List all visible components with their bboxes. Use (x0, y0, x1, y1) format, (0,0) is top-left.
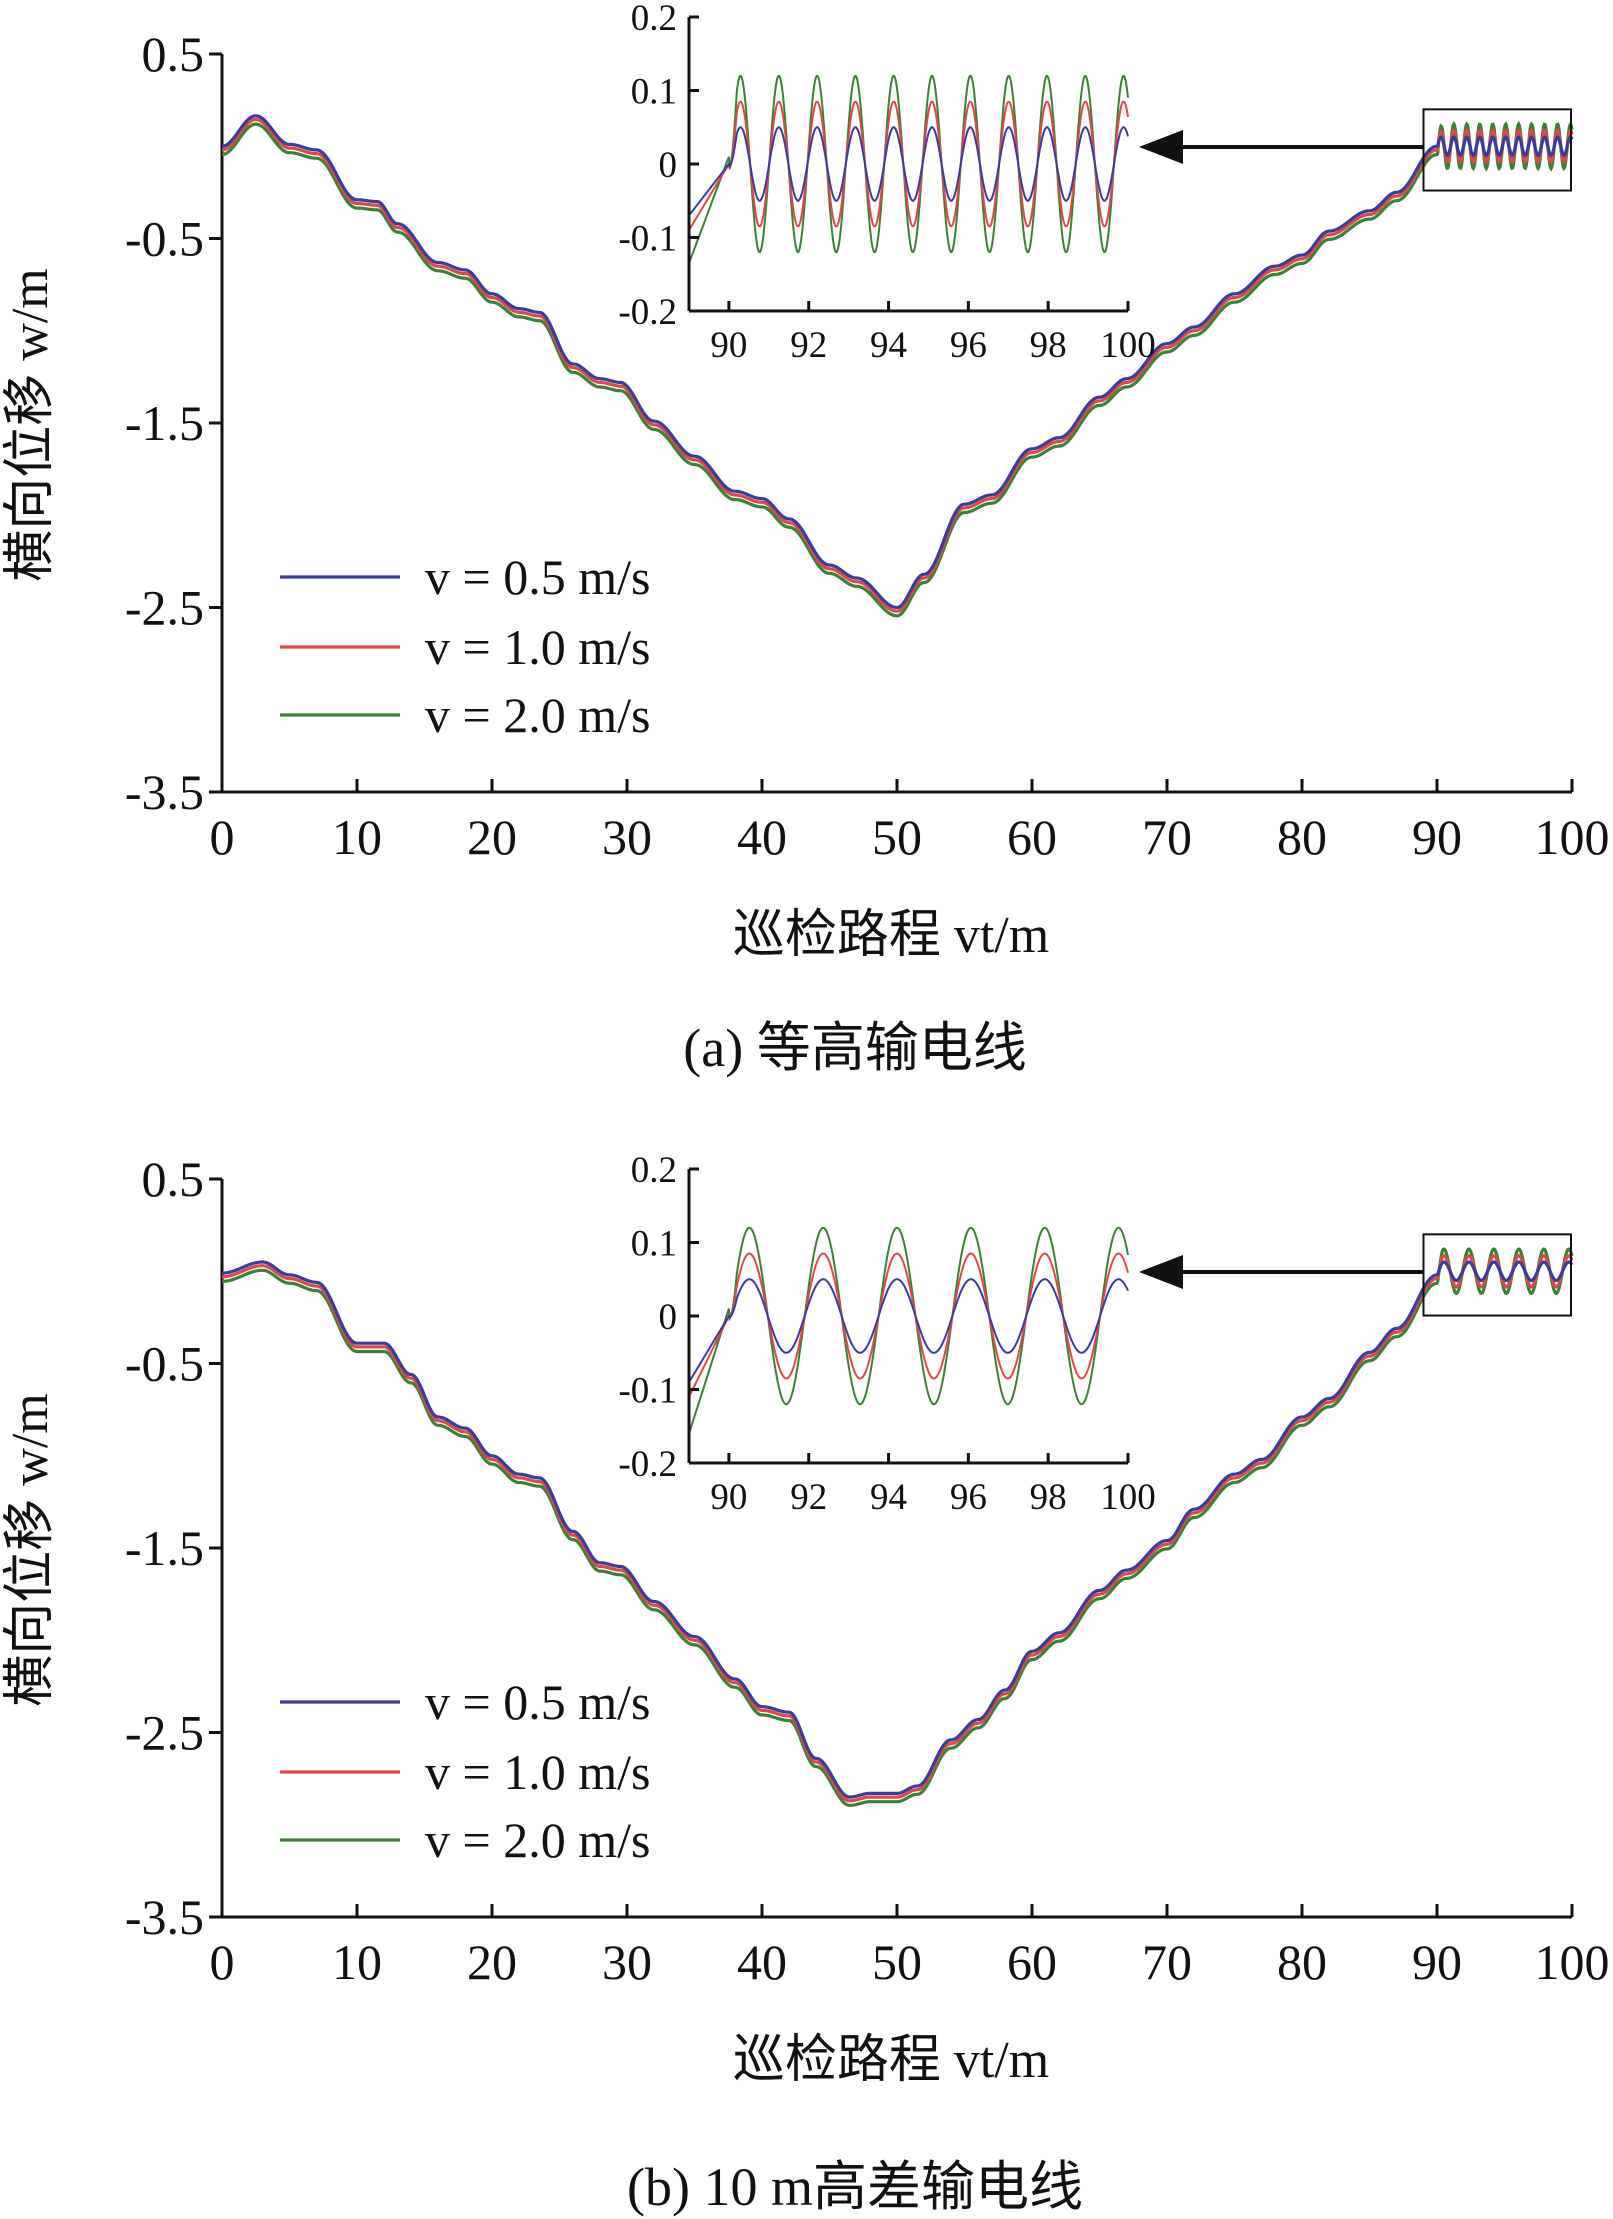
inset-x-tick-label: 96 (950, 325, 987, 366)
x-tick-label: 80 (1277, 809, 1327, 865)
inset-y-tick-label: -0.2 (618, 1444, 677, 1485)
inset-y-tick-label: 0.1 (631, 72, 677, 113)
inset-x-tick-label: 98 (1030, 1477, 1067, 1518)
inset-series-line-2 (688, 1252, 1129, 1398)
y-tick-label: -1.5 (125, 1520, 204, 1576)
inset-y-tick-label: 0.1 (631, 1224, 677, 1265)
y-tick-label: -2.5 (125, 1705, 204, 1761)
inset-x-tick-label: 92 (790, 325, 827, 366)
legend: v = 0.5 m/s v = 1.0 m/s v = 2.0 m/s (280, 1674, 650, 1868)
y-tick-label: 0.5 (142, 26, 205, 82)
figure-caption: (a) 等高输电线 (683, 1018, 1026, 1078)
y-tick-label: -2.5 (125, 580, 204, 636)
x-tick-label: 40 (737, 1934, 787, 1990)
series-line-2 (222, 117, 1574, 613)
x-axis-label: 巡检路程 vt/m (733, 907, 1049, 964)
series-line-2 (222, 1253, 1574, 1803)
inset-chart: 90 92 94 96 98 100 0.2 0.1 0 -0.1 -0.2 (618, 0, 1155, 366)
x-tick-label: 50 (872, 1934, 922, 1990)
zoom-box (1422, 1233, 1572, 1317)
inset-background (689, 1169, 1128, 1463)
inset-series-line-1 (688, 126, 1129, 217)
inset-x-tick-label: 100 (1100, 1477, 1156, 1518)
series-line-1 (221, 114, 1574, 610)
y-tick-label: -3.5 (125, 764, 204, 820)
x-tick-label: 70 (1142, 1934, 1192, 1990)
x-axis-label: 巡检路程 vt/m (733, 2032, 1049, 2089)
x-tick-label: 90 (1412, 1934, 1462, 1990)
y-axis-label: 横向位移 w/m (2, 1393, 59, 1706)
inset-series-line-2 (688, 100, 1129, 231)
legend-label-1: v = 0.5 m/s (425, 1674, 650, 1730)
x-tick-label: 0 (210, 1934, 235, 1990)
series-line-3 (222, 1247, 1574, 1807)
arrow-head-icon (1139, 129, 1183, 164)
x-tick-label: 20 (467, 1934, 517, 1990)
x-tick-label: 60 (1007, 809, 1057, 865)
figure-caption: (b) 10 m高差输电线 (627, 2157, 1083, 2217)
series-line-1 (222, 1260, 1574, 1799)
chart-b: 0 10 20 30 40 50 60 70 80 90 100 0.5 -0.5 -1.5 -2.5 -3.… (2, 1150, 1610, 2217)
chart-a: 0 10 20 30 40 50 60 70 80 90 100 0.5 -0.5 -1.5 -2.5 -3.… (2, 0, 1610, 1078)
x-tick-label: 10 (332, 809, 382, 865)
x-tick-label: 10 (332, 1934, 382, 1990)
inset-x-tick-label: 90 (710, 325, 747, 366)
x-tick-label: 0 (210, 809, 235, 865)
arrow-head-icon (1139, 1254, 1183, 1289)
inset-y-tick-label: 0 (659, 145, 678, 186)
y-tick-label: -3.5 (125, 1889, 204, 1945)
inset-x-tick-label: 92 (790, 1477, 827, 1518)
inset-x-tick-label: 90 (710, 1477, 747, 1518)
y-axis-label: 横向位移 w/m (2, 268, 59, 581)
inset-series-line-1 (688, 1278, 1129, 1383)
inset-chart: 90 92 94 96 98 100 0.2 0.1 0 -0.1 -0.2 (618, 1150, 1155, 1518)
legend-label-2: v = 1.0 m/s (425, 619, 650, 675)
inset-y-tick-label: 0.2 (631, 0, 677, 39)
y-tick-label: -0.5 (125, 211, 204, 267)
inset-y-tick-label: -0.2 (618, 292, 677, 333)
inset-background (689, 17, 1128, 311)
x-tick-label: 100 (1535, 1934, 1610, 1990)
zoom-box (1422, 108, 1572, 192)
inset-x-tick-label: 94 (870, 1477, 907, 1518)
legend-label-2: v = 1.0 m/s (425, 1744, 650, 1800)
inset-y-tick-label: -0.1 (618, 1371, 677, 1412)
inset-x-tick-label: 100 (1100, 325, 1156, 366)
x-tick-label: 50 (872, 809, 922, 865)
x-tick-label: 100 (1535, 809, 1610, 865)
x-tick-label: 20 (467, 809, 517, 865)
y-tick-label: -1.5 (125, 395, 204, 451)
x-tick-label: 70 (1142, 809, 1192, 865)
y-tick-label: -0.5 (125, 1336, 204, 1392)
inset-x-tick-label: 96 (950, 1477, 987, 1518)
y-tick-label: 0.5 (142, 1151, 205, 1207)
x-tick-label: 30 (602, 809, 652, 865)
inset-x-tick-label: 94 (870, 325, 907, 366)
legend-label-3: v = 2.0 m/s (425, 1812, 650, 1868)
x-tick-label: 90 (1412, 809, 1462, 865)
inset-x-tick-label: 98 (1030, 325, 1067, 366)
series-line-3 (221, 120, 1574, 618)
x-tick-label: 60 (1007, 1934, 1057, 1990)
inset-y-tick-label: 0.2 (631, 1150, 677, 1191)
x-tick-label: 80 (1277, 1934, 1327, 1990)
x-tick-label: 40 (737, 809, 787, 865)
inset-y-tick-label: 0 (659, 1297, 678, 1338)
legend: v = 0.5 m/s v = 1.0 m/s v = 2.0 m/s (280, 549, 650, 743)
inset-series-line-3 (688, 1226, 1129, 1434)
inset-y-tick-label: -0.1 (618, 219, 677, 260)
x-tick-label: 30 (602, 1934, 652, 1990)
legend-label-3: v = 2.0 m/s (425, 687, 650, 743)
legend-label-1: v = 0.5 m/s (425, 549, 650, 605)
